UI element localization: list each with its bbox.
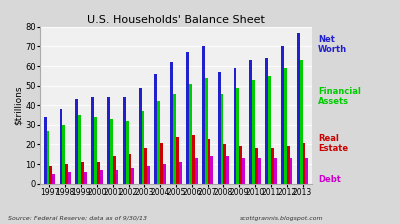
Text: Financial
Assets: Financial Assets [318,87,361,106]
Bar [218,72,220,184]
Bar [110,119,113,184]
Bar [76,99,78,184]
Bar [234,68,236,184]
Bar [195,158,198,184]
Bar [123,97,126,184]
Bar [142,111,144,184]
Bar [249,60,252,184]
Bar [68,172,71,184]
Bar [239,146,242,184]
Text: Net
Worth: Net Worth [318,35,347,54]
Bar [163,164,166,184]
Bar [97,162,100,184]
Bar [208,139,210,184]
Bar [287,146,290,184]
Bar [236,88,239,184]
Bar [160,142,163,184]
Text: Source: Federal Reserve; data as of 9/30/13: Source: Federal Reserve; data as of 9/30… [8,215,147,220]
Bar [128,154,132,184]
Bar [62,125,65,184]
Bar [170,62,173,184]
Title: U.S. Households' Balance Sheet: U.S. Households' Balance Sheet [87,15,265,25]
Bar [271,148,274,184]
Bar [50,166,52,184]
Bar [126,121,128,184]
Bar [91,97,94,184]
Bar [255,148,258,184]
Bar [252,80,255,184]
Bar [305,158,308,184]
Bar [107,97,110,184]
Bar [220,94,224,184]
Bar [284,68,287,184]
Bar [189,84,192,184]
Bar [302,142,305,184]
Bar [176,137,179,184]
Bar [202,46,205,184]
Bar [139,88,142,184]
Bar [274,158,276,184]
Bar [281,46,284,184]
Bar [205,78,208,184]
Bar [186,52,189,184]
Bar [78,115,81,184]
Bar [268,76,271,184]
Bar [179,162,182,184]
Bar [157,101,160,184]
Bar [113,156,116,184]
Text: Real
Estate: Real Estate [318,134,348,153]
Bar [81,162,84,184]
Bar [147,166,150,184]
Bar [300,60,302,184]
Y-axis label: $trillions: $trillions [14,86,22,125]
Bar [210,156,213,184]
Bar [242,158,245,184]
Bar [60,109,62,184]
Bar [258,158,261,184]
Bar [144,148,147,184]
Bar [65,164,68,184]
Bar [84,172,87,184]
Bar [47,131,50,184]
Bar [100,170,103,184]
Bar [44,117,47,184]
Bar [226,156,229,184]
Bar [192,135,195,184]
Bar [265,58,268,184]
Text: scottgrannis.blogspot.com: scottgrannis.blogspot.com [240,215,324,220]
Bar [154,74,157,184]
Bar [290,158,292,184]
Bar [173,94,176,184]
Bar [52,174,55,184]
Bar [132,168,134,184]
Bar [224,144,226,184]
Bar [297,33,300,184]
Bar [94,117,97,184]
Bar [116,170,118,184]
Text: Debt: Debt [318,175,341,184]
